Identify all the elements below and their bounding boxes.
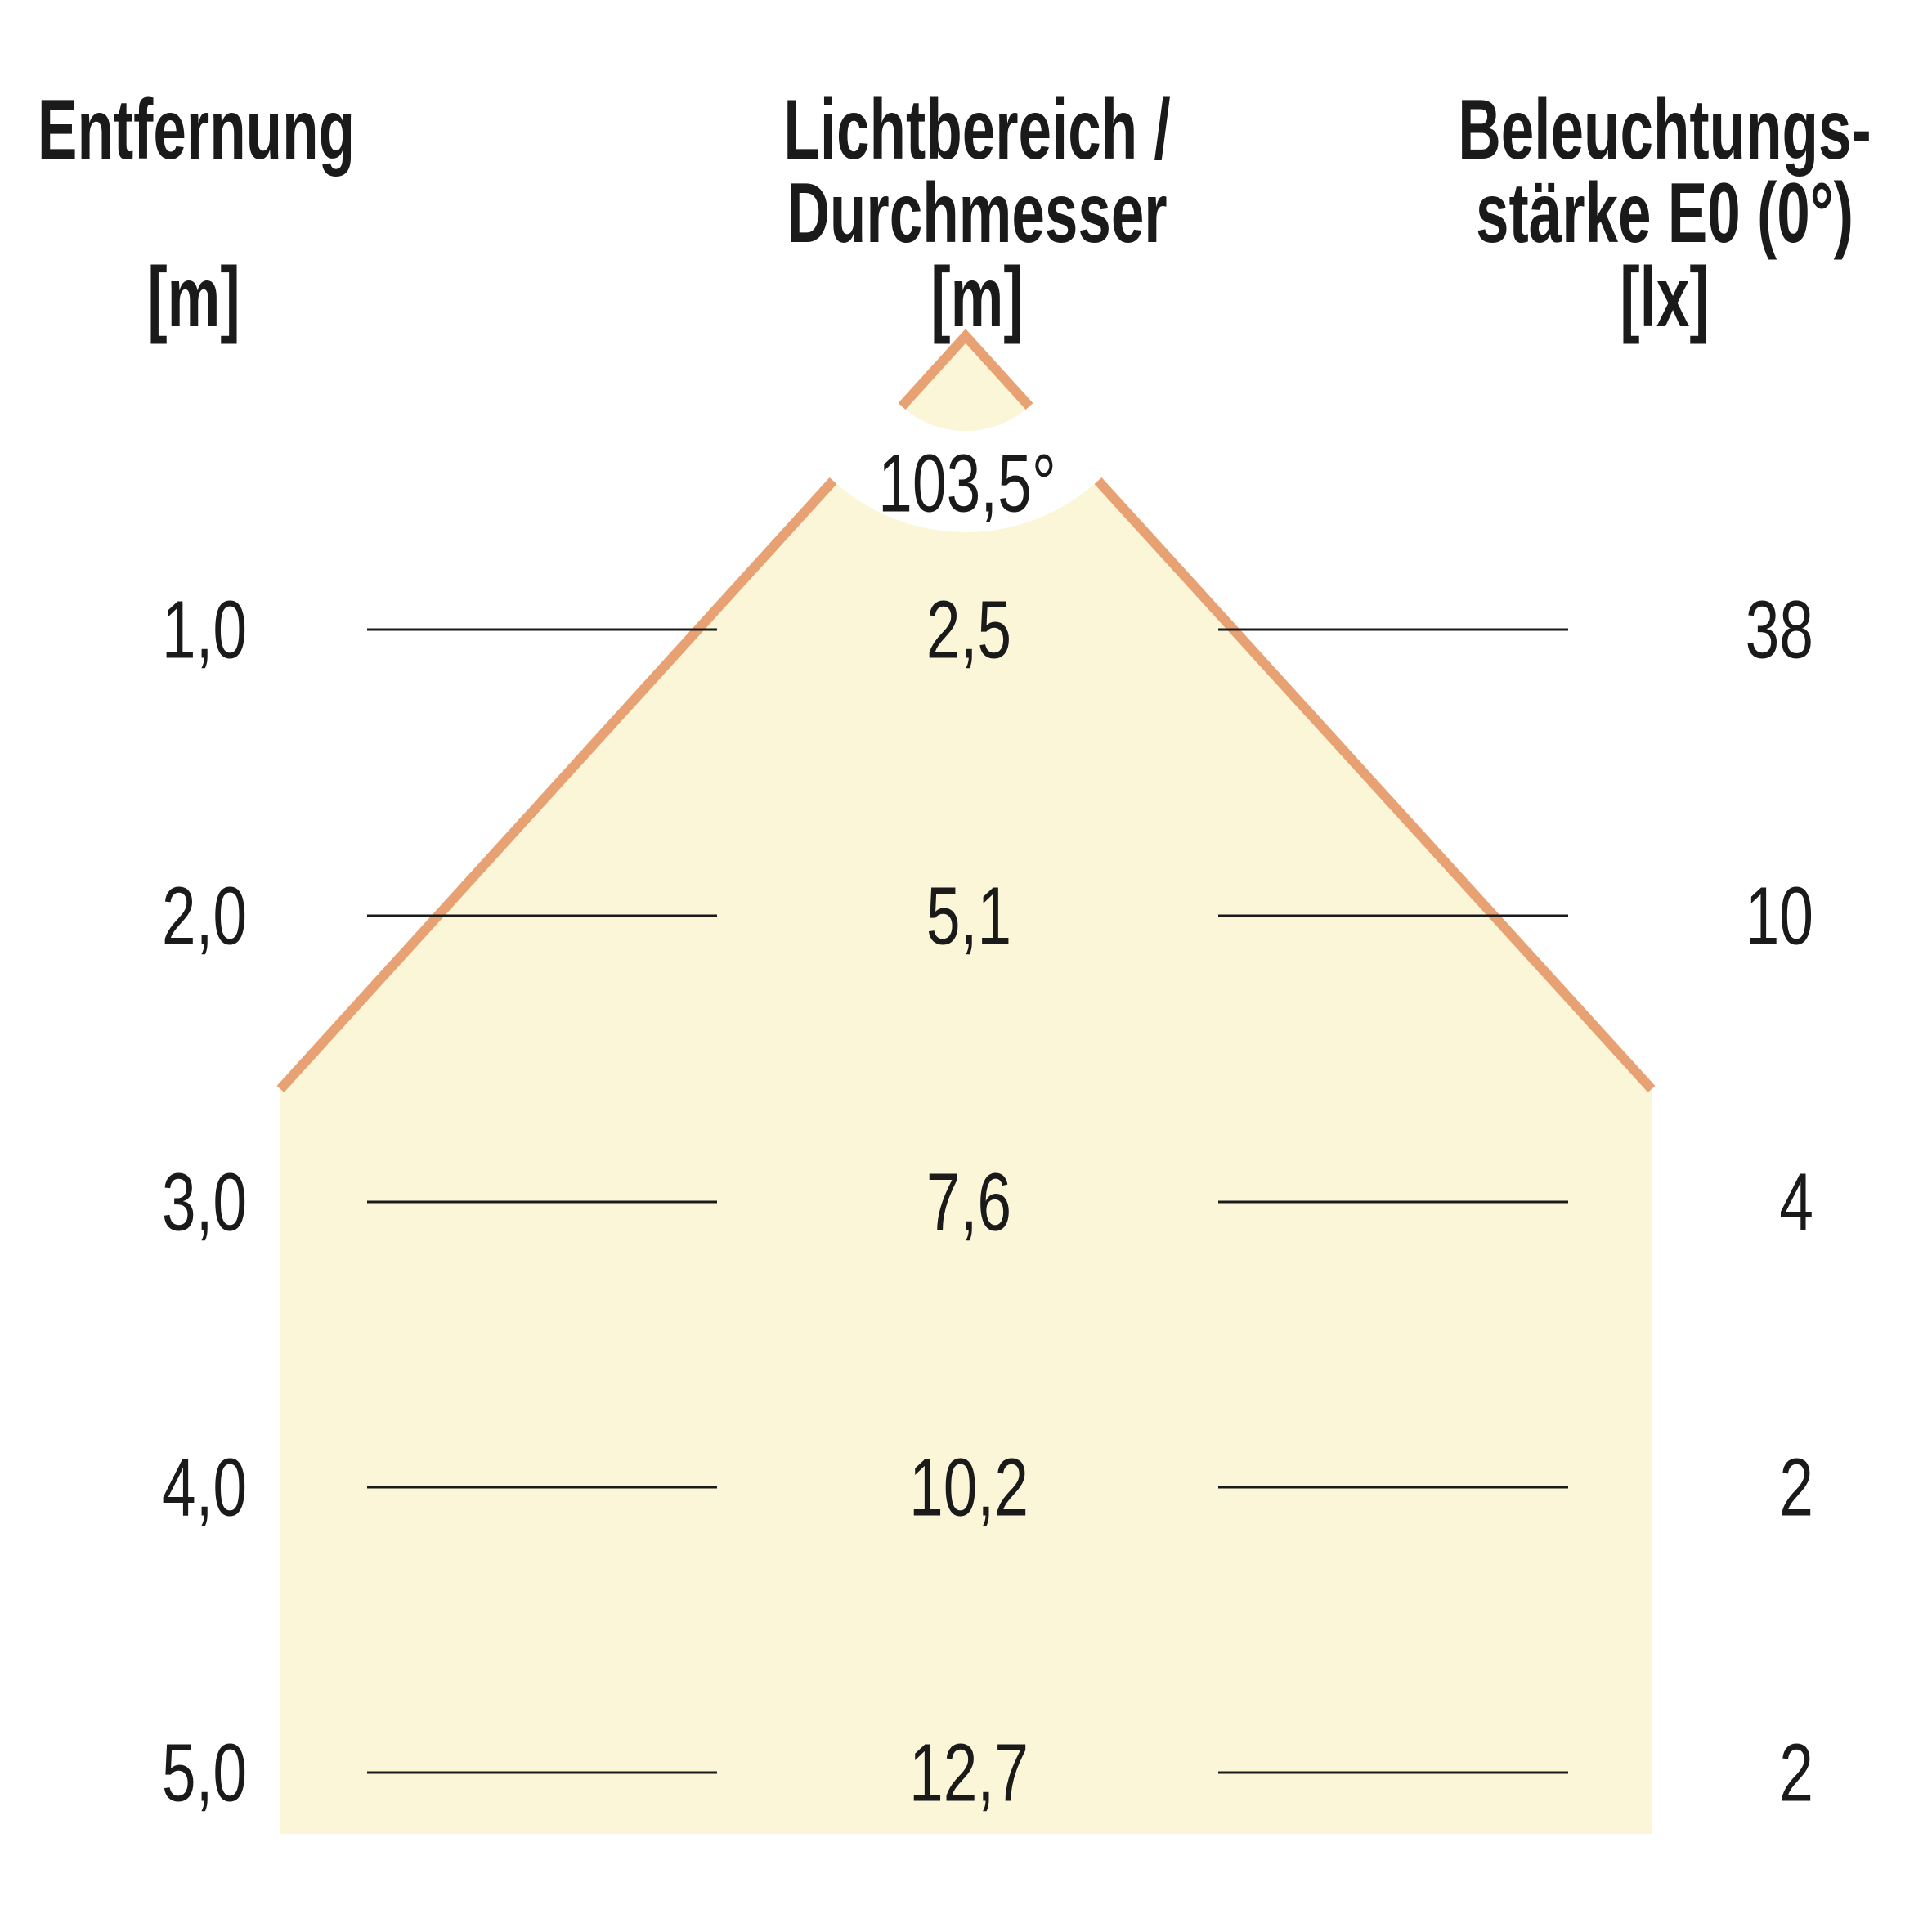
row1-distance: 1,0 [162, 584, 247, 675]
header-distance-title: Entfernung [38, 83, 355, 177]
table-row: 4,0 10,2 2 [162, 1441, 1813, 1533]
header-diameter-title-line1: Lichtbereich / [783, 83, 1170, 177]
row1-illuminance: 38 [1746, 584, 1813, 675]
row2-illuminance: 10 [1746, 870, 1813, 962]
row3-illuminance: 4 [1779, 1156, 1813, 1248]
row5-diameter: 12,7 [909, 1727, 1029, 1818]
table-row: 5,0 12,7 2 [162, 1727, 1813, 1818]
row2-diameter: 5,1 [926, 870, 1011, 962]
row3-diameter: 7,6 [926, 1156, 1011, 1248]
row4-illuminance: 2 [1779, 1441, 1813, 1533]
header-distance-unit: [m] [147, 250, 240, 345]
beam-apex-sector [902, 336, 1029, 432]
beam-apex-edge [898, 329, 1033, 410]
row2-distance: 2,0 [162, 870, 247, 962]
table-row: 2,0 5,1 10 [162, 870, 1813, 962]
header-diameter-title-line2: Durchmesser [787, 166, 1167, 261]
table-row: 1,0 2,5 38 [162, 584, 1813, 675]
header-diameter-unit: [m] [930, 250, 1023, 345]
header-illuminance-unit: [lx] [1620, 250, 1709, 345]
header-illuminance-title-line1: Beleuchtungs- [1458, 83, 1871, 177]
beam-cone-body [280, 481, 1652, 1834]
row5-distance: 5,0 [162, 1727, 247, 1818]
row5-illuminance: 2 [1779, 1727, 1813, 1818]
row4-distance: 4,0 [162, 1441, 247, 1533]
table-row: 3,0 7,6 4 [162, 1156, 1813, 1248]
header-illuminance-title-line2: stärke E0 (0°) [1476, 166, 1854, 261]
beam-edge-left [276, 477, 837, 1093]
beam-edge-right [1094, 477, 1656, 1093]
row1-diameter: 2,5 [926, 584, 1011, 675]
row4-diameter: 10,2 [909, 1441, 1029, 1533]
row3-distance: 3,0 [162, 1156, 247, 1248]
beam-angle-label: 103,5° [878, 437, 1056, 529]
